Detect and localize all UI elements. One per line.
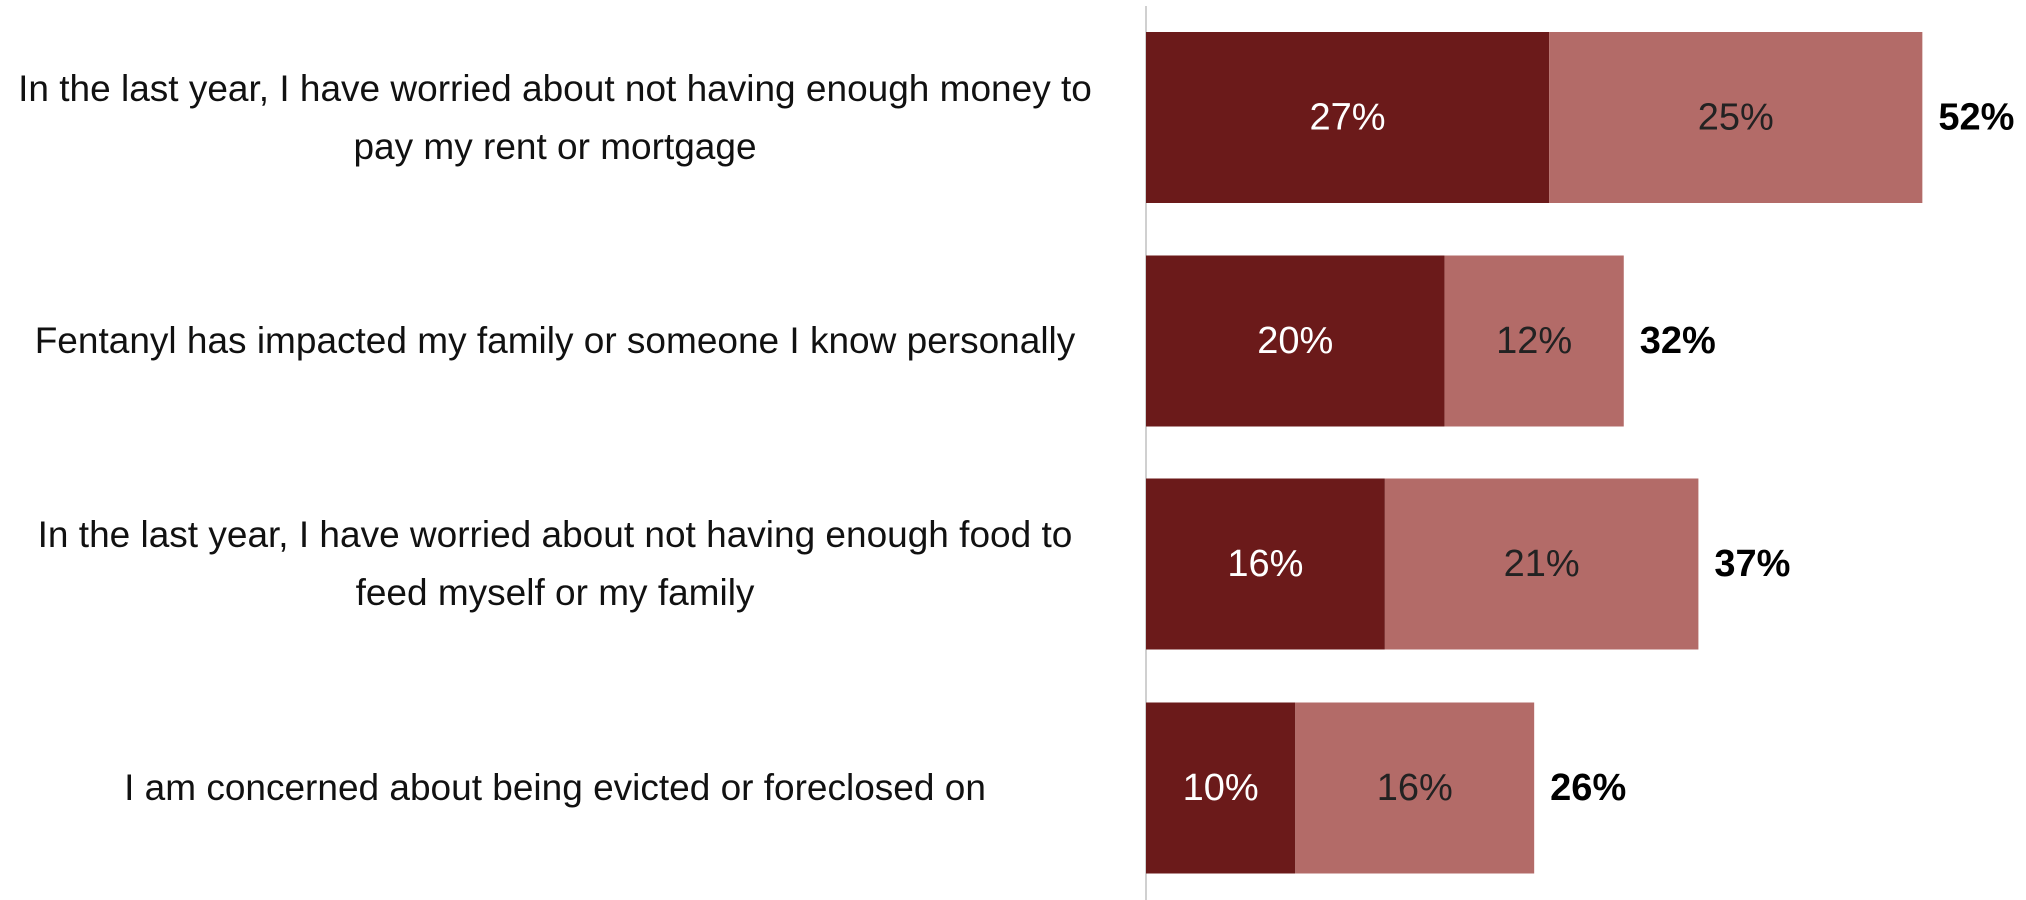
value-label: 27% (1310, 97, 1386, 139)
value-label: 10% (1183, 767, 1259, 809)
total-label: 26% (1550, 767, 1626, 809)
value-label: 25% (1698, 97, 1774, 139)
total-label: 32% (1640, 320, 1716, 362)
category-label: I am concerned about being evicted or fo… (124, 767, 986, 808)
bar-segment (1146, 32, 1550, 203)
bar-segment (1384, 478, 1699, 650)
value-label: 20% (1257, 320, 1333, 362)
value-label: 16% (1377, 767, 1453, 809)
value-label: 12% (1496, 320, 1572, 362)
category-label: In the last year, I have worried about n… (18, 67, 1092, 167)
bar-segment (1444, 255, 1624, 427)
category-label: In the last year, I have worried about n… (37, 514, 1073, 613)
bar-segment (1146, 702, 1296, 874)
category-label: Fentanyl has impacted my family or someo… (34, 320, 1076, 361)
value-label: 16% (1227, 543, 1303, 585)
total-label: 52% (1938, 97, 2014, 139)
bar-segment (1295, 702, 1535, 874)
bar-segment (1146, 478, 1385, 650)
value-label: 21% (1504, 543, 1580, 585)
bar-segment (1549, 32, 1923, 203)
total-label: 37% (1714, 543, 1790, 585)
bar-segment (1146, 255, 1445, 427)
